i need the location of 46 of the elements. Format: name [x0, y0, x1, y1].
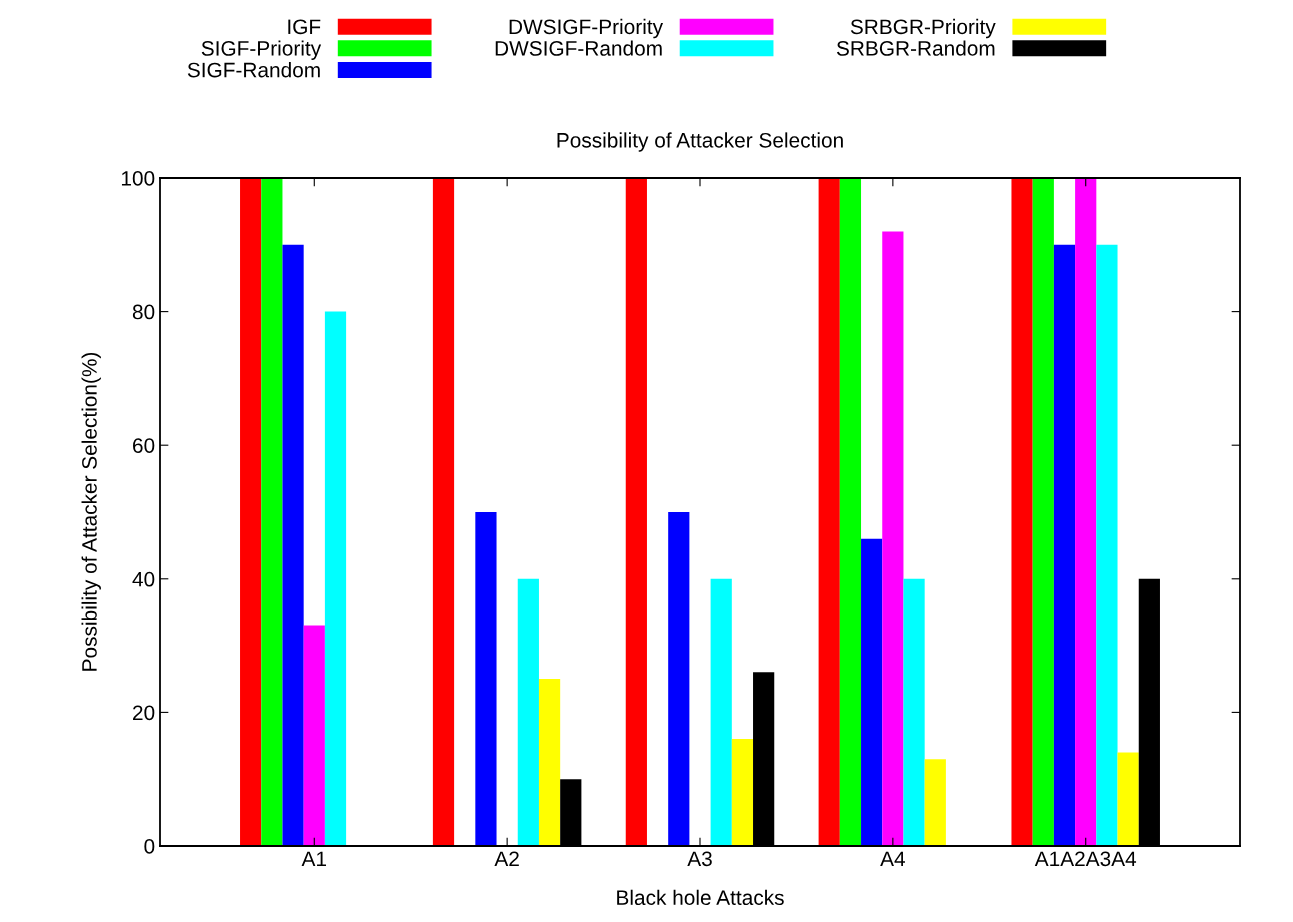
bar [432, 178, 455, 846]
chart-title: Possibility of Attacker Selection [557, 132, 843, 152]
y-tick-label: 80 [132, 304, 155, 320]
legend-label: SRBGR-Random [836, 40, 995, 56]
bar [261, 178, 283, 846]
bar [475, 512, 497, 846]
y-tick-label: 60 [133, 438, 155, 453]
legend-label: SIGF-Priority [201, 40, 322, 60]
bar [882, 231, 904, 846]
bar [903, 578, 925, 846]
x-tick-label: A1A2A3A4 [1034, 851, 1137, 867]
y-axis-title: Possibility of Attacker Selection(%) [81, 352, 101, 671]
bar [924, 759, 946, 846]
x-tick-label: A4 [880, 851, 905, 866]
x-tick-label: A2 [494, 851, 519, 866]
bar [538, 679, 561, 846]
x-axis-title: Black hole Attacks [617, 889, 784, 906]
x-tick-label: A3 [687, 851, 712, 867]
bar [240, 178, 262, 846]
bar [1075, 178, 1097, 846]
y-tick-label: 100 [121, 171, 155, 186]
y-tick-label: 0 [144, 839, 155, 854]
y-tick-label: 40 [132, 571, 155, 587]
bar [303, 625, 325, 846]
x-tick-label: A1 [301, 851, 327, 866]
bar [1053, 244, 1076, 846]
bar [282, 244, 304, 846]
bar [1096, 244, 1118, 846]
legend-label: SIGF-Random [187, 62, 320, 78]
bar [1117, 752, 1139, 846]
legend-label: DWSIGF-Random [495, 40, 662, 56]
bar [668, 512, 690, 846]
y-tick-label: 20 [133, 705, 155, 721]
bar [710, 578, 732, 846]
bar [731, 739, 754, 846]
bar [1011, 178, 1033, 846]
bar [625, 178, 647, 846]
bar [839, 178, 862, 846]
bar [1032, 178, 1054, 846]
legend-label: SRBGR-Priority [850, 18, 996, 39]
legend-label: DWSIGF-Priority [509, 18, 664, 39]
bar [861, 538, 883, 846]
bar [517, 578, 539, 846]
bar [324, 311, 347, 846]
bar [818, 178, 840, 846]
legend-label: IGF [288, 19, 321, 35]
